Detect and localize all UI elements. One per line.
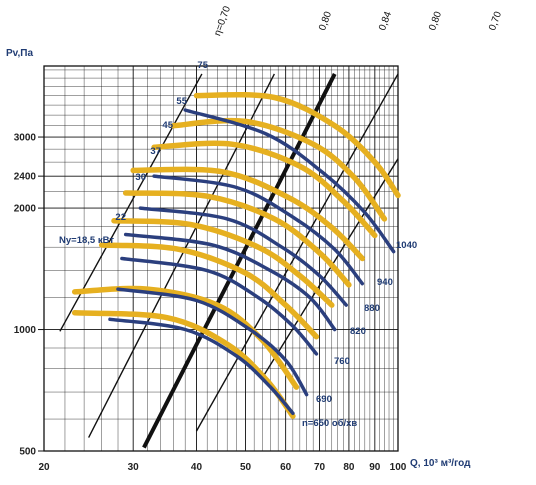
speed-curves [108,108,396,416]
x-tick-label: 40 [191,462,203,473]
speed-label: 1040 [396,240,417,251]
y-tick-label: 1000 [14,325,37,336]
speed-curve [152,174,365,286]
power-label: 75 [197,60,208,71]
x-tick-label: 80 [343,462,355,473]
y-axis-title: Pv,Па [6,48,33,59]
y-tick-label: 2400 [14,172,37,183]
x-tick-label: 90 [369,462,381,473]
speed-curve [183,108,396,254]
efficiency-line [195,73,399,432]
efficiency-line [59,73,203,332]
x-tick-label: 70 [314,462,326,473]
power-curve [170,117,388,222]
power-curve [111,218,335,308]
x-tick-label: 30 [128,462,140,473]
x-axis-title: Q, 10³ м³/год [410,458,471,469]
curve-labels: n=650 об/хв 690 760 820 880 940 1040 Ny=18,5 кВ… [59,60,417,429]
y-tick-label: 3000 [14,133,37,144]
plot-frame [43,65,399,452]
efficiency-line [88,73,275,438]
tick-labels: 20 30 40 50 60 70 80 90 100 500 1000 2000 2400 3000 [14,133,407,473]
power-curve [151,140,378,239]
power-label: 45 [162,120,173,131]
x-tick-label: 60 [280,462,292,473]
x-tick-label: 100 [390,462,407,473]
power-curve [193,91,401,199]
speed-label: 760 [334,356,350,367]
efficiency-line [261,158,399,379]
speed-curve [120,256,319,356]
power-curves [71,91,401,419]
speed-label: 690 [316,394,332,405]
speed-curve [116,287,309,397]
speed-curve [108,317,295,416]
y-tick-label: 2000 [14,204,37,215]
power-label: Ny=18,5 кВт [59,235,114,246]
power-label: 37 [150,146,161,157]
x-tick-label: 20 [38,462,50,473]
x-tick-label: 50 [240,462,252,473]
speed-label: n=650 об/хв [302,418,357,429]
power-label: 30 [135,172,146,183]
speed-label: 880 [364,303,380,314]
power-curve [122,190,352,288]
speed-curve [123,232,337,332]
y-tick-label: 500 [19,447,36,458]
power-label: 22 [115,212,126,223]
speed-curve [138,206,348,307]
power-curve [130,166,366,262]
speed-label: 940 [377,277,393,288]
speed-label: 820 [350,326,366,337]
power-curve [98,242,320,340]
power-label: 55 [176,96,187,107]
